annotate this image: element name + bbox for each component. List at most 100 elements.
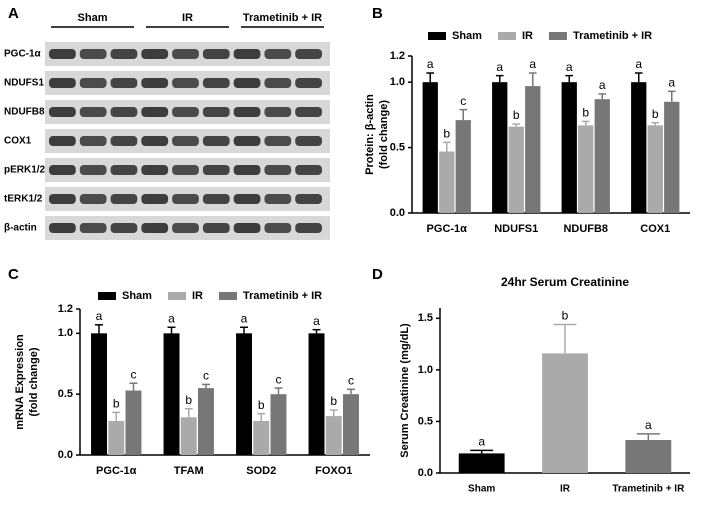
blot-band — [141, 136, 169, 146]
blot-band — [141, 165, 169, 175]
y-axis-label: (fold change) — [378, 100, 390, 169]
group-label: Sham — [78, 12, 108, 24]
bar — [631, 82, 647, 214]
blot-band — [110, 194, 138, 204]
y-tick-label: 0.5 — [390, 141, 405, 153]
bar — [308, 333, 325, 455]
bar — [108, 420, 125, 455]
blot-band — [202, 107, 230, 117]
significance-letter: c — [275, 372, 281, 386]
row-label: NDUFS1 — [4, 78, 44, 89]
x-tick-label: PGC-1α — [427, 223, 468, 235]
blot-band — [79, 223, 107, 233]
blot-band — [202, 49, 230, 59]
bar — [125, 390, 142, 455]
row-label: β-actin — [4, 223, 37, 234]
significance-letter: a — [645, 418, 652, 432]
blot-band — [172, 223, 199, 233]
bar — [253, 420, 270, 455]
panel-label: D — [372, 266, 383, 283]
bar — [343, 394, 359, 455]
bar — [561, 82, 577, 214]
bar — [647, 125, 663, 213]
blot-band — [295, 194, 322, 204]
blot-band — [233, 194, 261, 204]
group-label: IR — [182, 12, 193, 24]
y-tick-label: 0.5 — [418, 415, 433, 427]
blot-band — [233, 223, 261, 233]
blot-band — [233, 165, 261, 175]
blot-band — [264, 223, 292, 233]
legend-label: IR — [522, 30, 533, 42]
row-label: tERK1/2 — [4, 194, 43, 205]
significance-letter: c — [348, 373, 354, 387]
significance-letter: b — [582, 106, 589, 120]
blot-band — [295, 165, 322, 175]
y-tick-label: 1.0 — [418, 364, 433, 376]
y-tick-label: 0.0 — [58, 449, 73, 461]
blot-band — [141, 78, 169, 88]
y-tick-label: 1.2 — [58, 303, 73, 315]
blot-band — [79, 165, 107, 175]
bar — [525, 86, 541, 213]
blot-band — [202, 194, 230, 204]
y-tick-label: 1.5 — [418, 312, 433, 324]
y-axis-label: Protein: β-actin — [364, 94, 376, 175]
blot-band — [141, 107, 169, 117]
row-label: COX1 — [4, 136, 32, 147]
significance-letter: b — [185, 393, 192, 407]
blot-band — [264, 136, 292, 146]
significance-letter: a — [529, 57, 536, 71]
bar — [542, 353, 588, 473]
blot-band — [172, 165, 199, 175]
blot-band — [202, 78, 230, 88]
significance-letter: c — [130, 367, 136, 381]
x-tick-label: COX1 — [640, 223, 670, 235]
legend-label: Trametinib + IR — [243, 290, 322, 302]
x-tick-label: NDUFS1 — [494, 223, 538, 235]
blot-band — [110, 136, 138, 146]
y-tick-label: 0.0 — [418, 467, 433, 479]
significance-letter: b — [513, 108, 520, 122]
bar — [422, 82, 438, 214]
significance-letter: a — [241, 311, 248, 325]
y-tick-label: 0.5 — [58, 388, 73, 400]
bar — [625, 440, 672, 473]
x-tick-label: FOXO1 — [315, 465, 352, 477]
y-axis-label: Serum Creatinine (mg/dL) — [399, 323, 411, 458]
y-axis-label: mRNA Expression — [14, 334, 26, 430]
legend-label: Sham — [122, 290, 152, 302]
blot-band — [79, 194, 107, 204]
blot-band — [172, 194, 199, 204]
y-tick-label: 1.2 — [390, 50, 405, 62]
blot-band — [141, 194, 169, 204]
blot-band — [110, 165, 138, 175]
blot-band — [172, 49, 199, 59]
blot-band — [264, 78, 292, 88]
y-tick-label: 1.0 — [390, 76, 405, 88]
blot-band — [79, 78, 107, 88]
x-tick-label: SOD2 — [246, 465, 276, 477]
blot-band — [79, 49, 107, 59]
blot-band — [49, 194, 76, 204]
legend-swatch — [167, 292, 186, 300]
blot-band — [264, 165, 292, 175]
bar — [508, 126, 524, 213]
bar — [91, 333, 107, 455]
blot-band — [49, 165, 76, 175]
row-label: PGC-1α — [4, 49, 42, 60]
bar — [594, 99, 610, 213]
blot-band — [172, 107, 199, 117]
chart-title: 24hr Serum Creatinine — [501, 275, 629, 289]
blot-band — [264, 107, 292, 117]
bar — [455, 120, 471, 213]
significance-letter: a — [496, 60, 503, 74]
blot-band — [233, 78, 261, 88]
blot-band — [202, 223, 230, 233]
bar — [458, 453, 505, 473]
blot-band — [49, 136, 76, 146]
blot-band — [172, 136, 199, 146]
significance-letter: c — [460, 94, 466, 108]
